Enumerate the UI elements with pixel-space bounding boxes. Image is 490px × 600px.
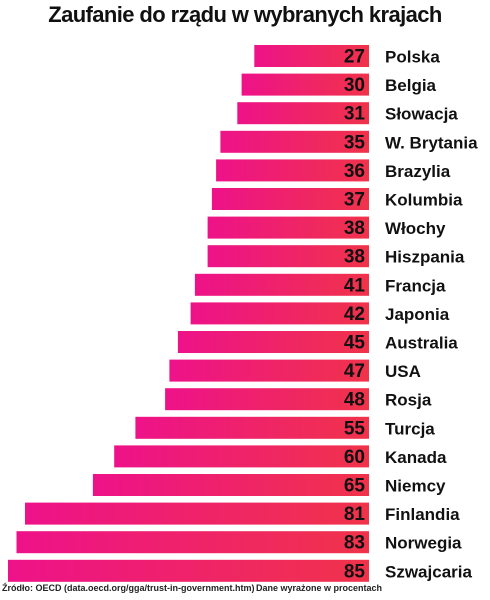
bar-polska <box>254 45 369 67</box>
chart-title: Zaufanie do rządu w wybranych krajach <box>48 2 442 27</box>
category-label: Turcja <box>385 419 435 438</box>
bar-value-label: 47 <box>344 361 365 382</box>
category-label: Słowacja <box>385 105 458 124</box>
category-label: Włochy <box>385 219 446 238</box>
category-label: Francja <box>385 276 446 295</box>
source-note: Źródło: OECD (data.oecd.org/gga/trust-in… <box>2 583 255 593</box>
bar-value-label: 81 <box>344 504 366 525</box>
bar-value-label: 38 <box>344 247 365 268</box>
unit-note: Dane wyrażone w procentach <box>256 583 383 593</box>
bar-usa <box>169 359 369 382</box>
bar-australia <box>177 331 369 353</box>
category-label: Hiszpania <box>385 248 465 267</box>
bar-rosja <box>165 388 369 411</box>
bar-norwegia <box>16 531 369 554</box>
category-label: Belgia <box>385 76 437 95</box>
bar-kanada <box>114 445 369 468</box>
bar-value-label: 37 <box>344 190 365 211</box>
category-label: W. Brytania <box>385 133 478 152</box>
category-label: Finlandia <box>385 505 460 524</box>
bar-finlandia <box>25 502 369 525</box>
bar-hiszpania <box>207 245 369 268</box>
bar-value-label: 45 <box>344 333 366 354</box>
category-label: Australia <box>385 334 458 353</box>
bar-value-label: 83 <box>344 533 365 554</box>
bar-value-label: 60 <box>344 447 365 468</box>
bar-włochy <box>207 216 369 239</box>
category-label: Brazylia <box>385 162 451 181</box>
category-label: Polska <box>385 48 440 67</box>
category-label: Norwegia <box>385 534 462 553</box>
bar-value-label: 31 <box>344 104 366 125</box>
bar-value-label: 48 <box>344 390 365 411</box>
bar-słowacja <box>237 102 369 125</box>
bar-belgia <box>241 73 369 96</box>
category-label: Szwajcaria <box>385 562 472 581</box>
category-label: Kolumbia <box>385 191 463 210</box>
category-label: Kanada <box>385 448 447 467</box>
bar-turcja <box>135 416 369 439</box>
category-label: Japonia <box>385 305 450 324</box>
bar-value-label: 55 <box>344 418 366 439</box>
bar-value-label: 35 <box>344 132 366 153</box>
category-label: Rosja <box>385 391 432 410</box>
category-label: Niemcy <box>385 477 446 496</box>
bar-brazylia <box>216 159 369 182</box>
category-label: USA <box>385 362 421 381</box>
bar-value-label: 38 <box>344 218 365 239</box>
bar-niemcy <box>92 474 370 496</box>
bar-value-label: 85 <box>344 561 366 582</box>
bar-value-label: 30 <box>344 75 365 96</box>
bar-value-label: 27 <box>344 47 365 68</box>
bar-kolumbia <box>211 188 369 210</box>
bar-w-brytania <box>220 130 369 153</box>
bar-szwajcaria <box>8 559 369 582</box>
bar-value-label: 42 <box>344 304 365 325</box>
bar-value-label: 65 <box>344 476 366 497</box>
bar-francja <box>194 273 369 296</box>
bar-value-label: 41 <box>344 275 366 296</box>
bar-value-label: 36 <box>344 161 365 182</box>
bar-japonia <box>190 302 369 325</box>
